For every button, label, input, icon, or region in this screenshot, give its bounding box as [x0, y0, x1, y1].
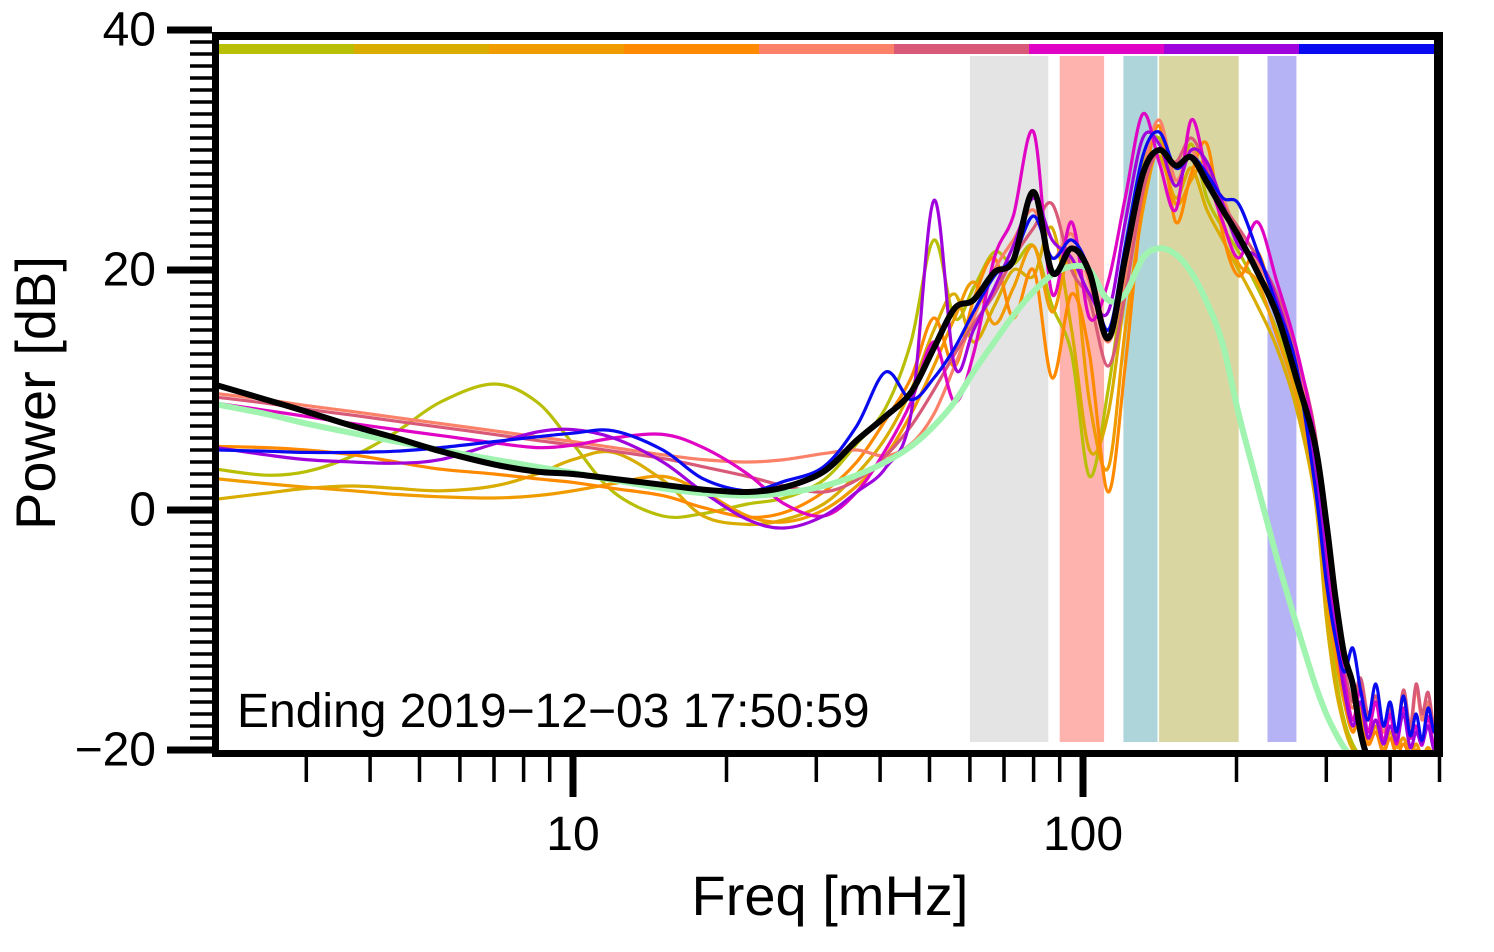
- colorbar-segment-t5: [759, 44, 895, 54]
- series-spectrum-magenta: [219, 112, 1434, 750]
- frame-bottom: [212, 750, 1443, 757]
- frame-top: [212, 32, 1443, 40]
- series-spectrum-purple: [219, 130, 1434, 750]
- colorbar-segment-oldest: [219, 44, 355, 54]
- colorbar-segment-t8: [1164, 44, 1300, 54]
- colorbar-segment-t7: [1029, 44, 1165, 54]
- x-axis-title: Freq [mHz]: [691, 864, 969, 927]
- colorbar-segment-t4: [624, 44, 760, 54]
- y-tick-label: −20: [75, 724, 156, 777]
- colorbar-segment-newest: [1299, 44, 1435, 54]
- ending-time-annotation: Ending 2019−12−03 17:50:59: [237, 685, 870, 738]
- series-mean-spectrum-black: [219, 147, 1369, 750]
- spectra-series: [219, 112, 1434, 750]
- y-tick-label: 40: [103, 4, 156, 57]
- colorbar-segment-t3: [489, 44, 625, 54]
- frame-right: [1434, 32, 1443, 757]
- colorbar-segment-t6: [894, 44, 1030, 54]
- band-gray: [969, 56, 1049, 742]
- series-reference-smooth-green: [219, 245, 1350, 750]
- y-tick-label: 20: [103, 244, 156, 297]
- series-spectrum-orange: [219, 124, 1419, 750]
- frame-left: [212, 32, 219, 757]
- colorbar-segment-t2: [354, 44, 490, 54]
- y-axis-title: Power [dB]: [4, 256, 67, 530]
- y-tick-label: 0: [129, 484, 156, 537]
- series-spectrum-olive: [219, 135, 1358, 750]
- x-tick-label: 100: [1043, 808, 1123, 861]
- x-tick-label: 10: [546, 808, 599, 861]
- band-lavender: [1267, 56, 1297, 742]
